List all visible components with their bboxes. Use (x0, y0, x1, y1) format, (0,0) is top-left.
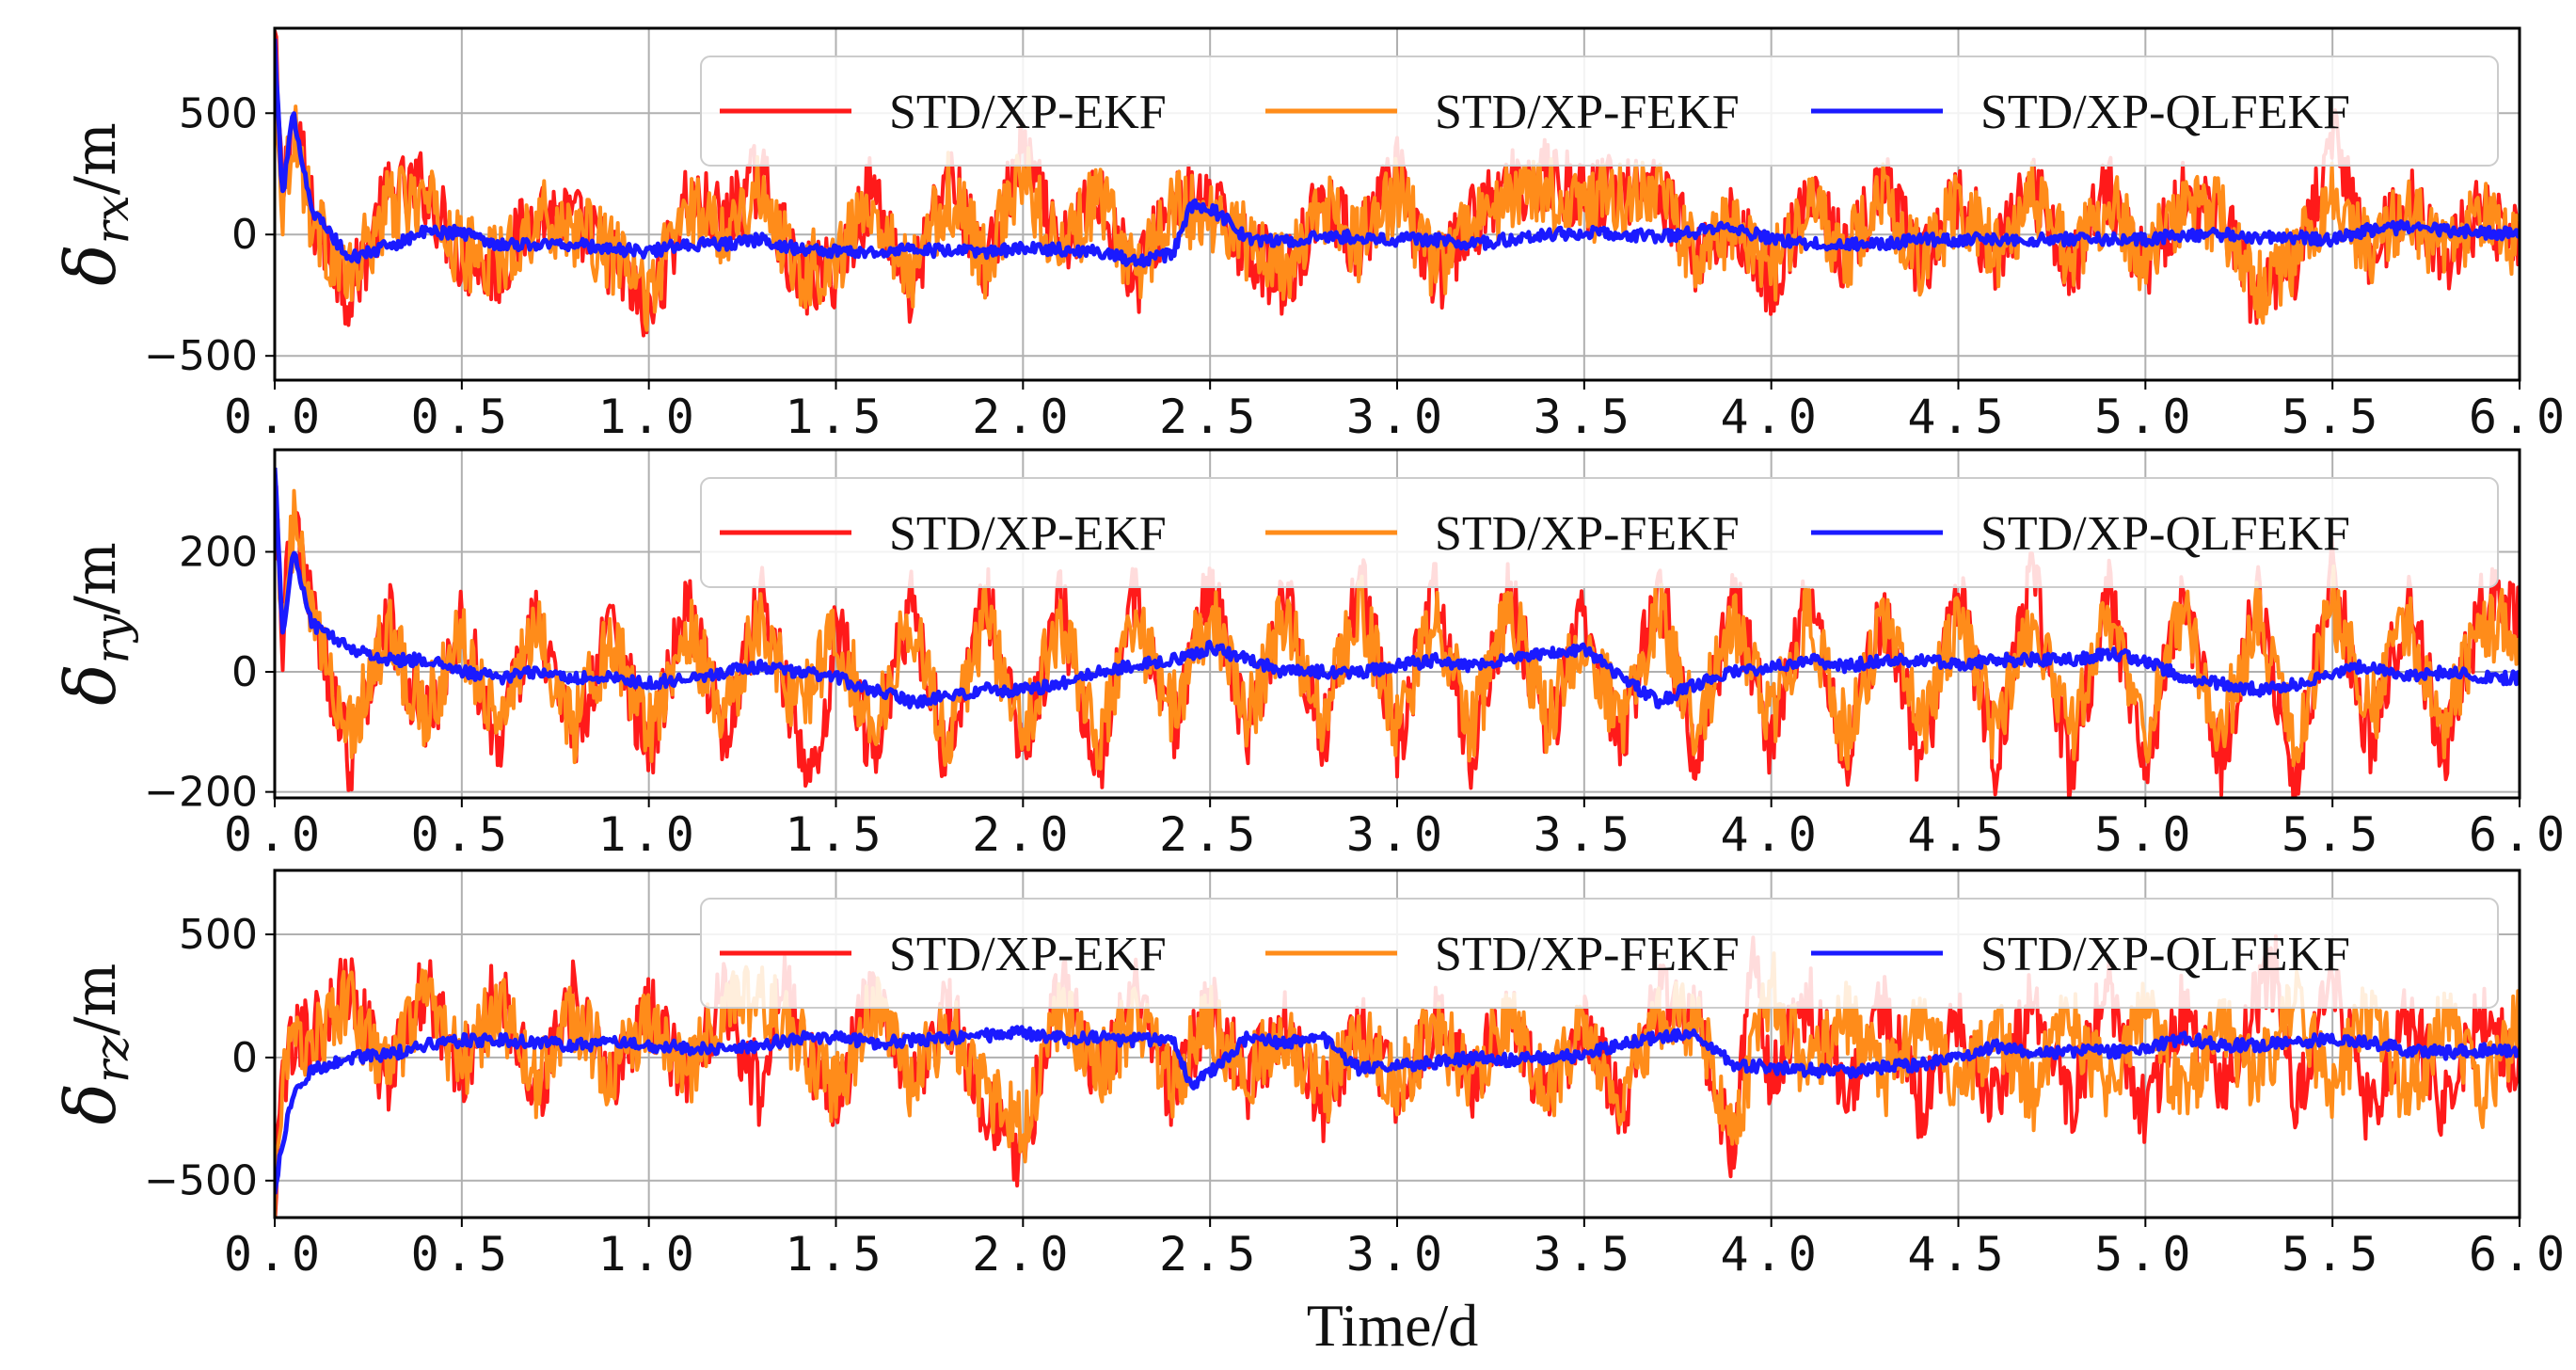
legend-label: STD/XP-FEKF (1435, 928, 1740, 981)
x-tick-label: 1.5 (785, 390, 886, 444)
subplot-1: 0.0 0.5 1.0 1.5 2.0 2.5 3.0 3.5 4.0 4.5 5.0 5.5 6.0 5… (51, 26, 2570, 444)
subplot-2: 0.0 0.5 1.0 1.5 2.0 2.5 3.0 3.5 4.0 4.5 5.0 5.5 6.0 2… (51, 448, 2570, 862)
x-tick-label: 3.0 (1346, 807, 1448, 862)
x-tick-label: 2.0 (972, 390, 1073, 444)
axes-frame (273, 26, 2521, 382)
x-tick-label: 0.0 (224, 1227, 326, 1282)
y-axis-label: δrz/m (51, 964, 139, 1125)
x-tick-label: 5.5 (2282, 1227, 2383, 1282)
x-tick-label: 5.0 (2094, 390, 2196, 444)
x-tick-label: 4.5 (1907, 1227, 2009, 1282)
x-tick-label: 6.0 (2469, 390, 2570, 444)
x-tick-label: 2.0 (972, 807, 1073, 862)
x-tick-label: 6.0 (2469, 1227, 2570, 1282)
x-tick-label: 1.0 (598, 807, 700, 862)
x-tick-label: 0.0 (224, 390, 326, 444)
series-group (275, 933, 2520, 1218)
y-tick-label: 0 (231, 211, 258, 259)
x-tick-label: 3.0 (1346, 390, 1448, 444)
x-tick-label: 3.5 (1534, 1227, 1635, 1282)
y-axis-label: δry/m (51, 542, 139, 706)
legend-label: STD/XP-EKF (889, 928, 1167, 981)
x-tick-label: 1.0 (598, 390, 700, 444)
legend-label: STD/XP-EKF (889, 86, 1167, 139)
y-tick-label: 0 (231, 648, 258, 696)
x-tick-label: 5.5 (2282, 390, 2383, 444)
series-line-std-xp-fekf (275, 42, 2520, 332)
x-tick-label: 2.5 (1159, 807, 1261, 862)
legend: STD/XP-EKF STD/XP-FEKF STD/XP-QLFEKF (700, 56, 2499, 167)
x-tick-label: 2.5 (1159, 390, 1261, 444)
y-tick-label: 500 (179, 89, 258, 137)
x-tick-label: 3.0 (1346, 1227, 1448, 1282)
legend-label: STD/XP-EKF (889, 507, 1167, 561)
y-tick-label: −200 (144, 769, 258, 817)
x-tick-label: 3.5 (1534, 390, 1635, 444)
x-tick-label: 4.5 (1907, 807, 2009, 862)
x-tick-label: 5.0 (2094, 1227, 2196, 1282)
x-axis-label: Time/d (1307, 1292, 1479, 1359)
x-tick-label: 4.0 (1721, 1227, 1822, 1282)
x-tick-label: 0.5 (411, 1227, 513, 1282)
series-line-std-xp-fekf (275, 488, 2520, 771)
series-line-std-xp-fekf (275, 951, 2520, 1218)
legend: STD/XP-EKF STD/XP-FEKF STD/XP-QLFEKF (700, 477, 2499, 588)
x-tick-label: 2.0 (972, 1227, 1073, 1282)
legend-label: STD/XP-QLFEKF (1980, 507, 2350, 561)
axes-frame (273, 868, 2521, 1219)
subplot-3: 0.0 0.5 1.0 1.5 2.0 2.5 3.0 3.5 4.0 4.5 5.0 5.5 6.0 5… (51, 868, 2570, 1282)
y-tick-label: −500 (144, 1157, 258, 1205)
legend-label: STD/XP-FEKF (1435, 86, 1740, 139)
x-tick-label: 4.0 (1721, 390, 1822, 444)
y-tick-label: 500 (179, 911, 258, 959)
x-tick-label: 1.5 (785, 1227, 886, 1282)
axes-frame (273, 448, 2521, 800)
legend-label: STD/XP-QLFEKF (1980, 928, 2350, 981)
y-tick-label: 200 (179, 528, 258, 576)
x-tick-label: 1.5 (785, 807, 886, 862)
legend-label: STD/XP-FEKF (1435, 507, 1740, 561)
legend: STD/XP-EKF STD/XP-FEKF STD/XP-QLFEKF (700, 898, 2499, 1009)
legend-box (700, 477, 2499, 588)
series-line-std-xp-qlfekf (275, 39, 2520, 268)
y-tick-label: 0 (231, 1034, 258, 1082)
series-line-std-xp-qlfekf (275, 1025, 2520, 1195)
series-group (275, 467, 2520, 798)
x-tick-label: 6.0 (2469, 807, 2570, 862)
legend-label: STD/XP-QLFEKF (1980, 86, 2350, 139)
x-tick-label: 5.0 (2094, 807, 2196, 862)
x-tick-label: 0.5 (411, 807, 513, 862)
x-tick-label: 4.5 (1907, 390, 2009, 444)
legend-box (700, 56, 2499, 167)
x-tick-label: 2.5 (1159, 1227, 1261, 1282)
y-tick-label: −500 (144, 332, 258, 380)
series-line-std-xp-qlfekf (275, 467, 2520, 709)
x-tick-label: 3.5 (1534, 807, 1635, 862)
y-axis-label: δrx/m (51, 122, 139, 286)
x-tick-label: 0.0 (224, 807, 326, 862)
x-tick-label: 0.5 (411, 390, 513, 444)
x-tick-label: 1.0 (598, 1227, 700, 1282)
x-tick-label: 5.5 (2282, 807, 2383, 862)
legend-box (700, 898, 2499, 1009)
x-tick-label: 4.0 (1721, 807, 1822, 862)
series-line-std-xp-ekf (275, 484, 2520, 798)
